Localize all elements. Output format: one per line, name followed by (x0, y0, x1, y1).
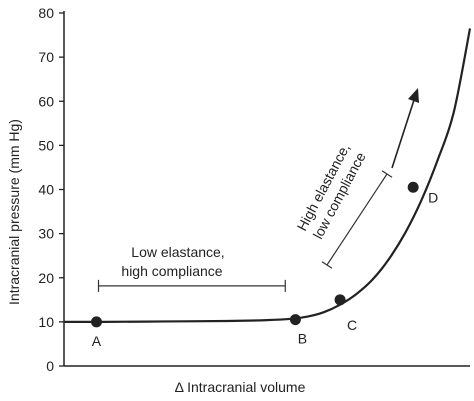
point-label-d: D (428, 189, 438, 205)
high-elastance-bracket (326, 173, 388, 266)
y-tick-label: 40 (38, 182, 54, 198)
trend-arrow-head (408, 88, 419, 103)
points-layer: A B C D (90, 181, 438, 349)
x-axis-title: Δ Intracranial volume (175, 379, 306, 395)
high-elastance-bracket-end (321, 261, 333, 269)
low-elastance-label: Low elastance, (131, 244, 224, 260)
axes (63, 11, 470, 367)
y-tick-label: 80 (38, 5, 54, 21)
point-label-c: C (347, 317, 357, 333)
point-label-b: B (298, 331, 307, 347)
point-d (407, 181, 419, 193)
y-tick-label: 20 (38, 270, 54, 286)
y-ticks: 0 10 20 30 40 50 60 70 80 (38, 5, 64, 374)
y-tick-label: 10 (38, 314, 54, 330)
y-tick-label: 50 (38, 137, 54, 153)
high-elastance-bracket-end (381, 170, 393, 178)
point-label-a: A (92, 333, 102, 349)
low-compliance-label: high compliance (121, 263, 222, 279)
y-tick-label: 70 (38, 49, 54, 65)
trend-arrow-shaft (391, 99, 415, 169)
point-b (289, 314, 301, 326)
annotation-layer: Low elastance, high compliance High elasta… (97, 88, 419, 292)
y-tick-label: 30 (38, 226, 54, 242)
y-axis-title: Intracranial pressure (mm Hg) (6, 119, 22, 305)
point-c (334, 294, 346, 306)
y-tick-label: 0 (46, 358, 54, 374)
high-elastance-label-group: High elastance,low compliance (294, 141, 369, 242)
point-a (90, 316, 102, 328)
y-tick-label: 60 (38, 93, 54, 109)
